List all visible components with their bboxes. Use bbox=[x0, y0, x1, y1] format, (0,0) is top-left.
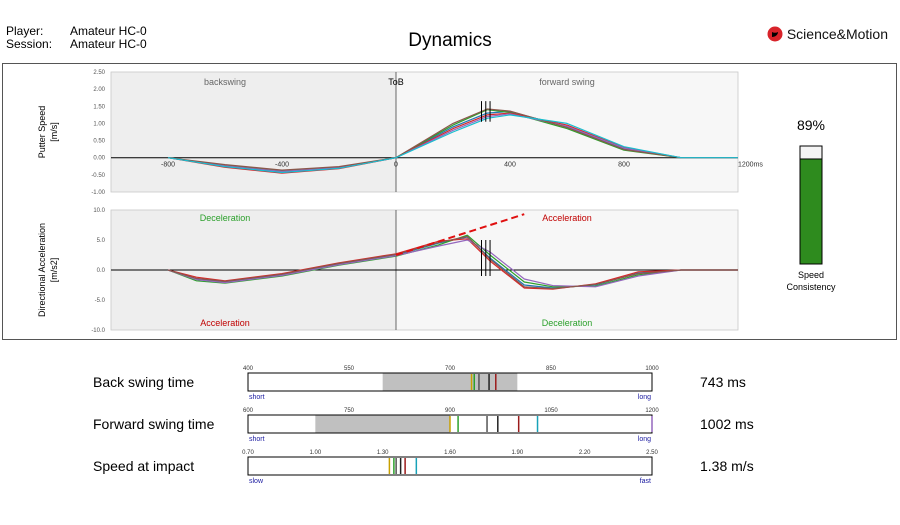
tob-label: ToB bbox=[388, 77, 404, 87]
brand-logo: Science&Motion bbox=[767, 26, 888, 42]
series-line bbox=[167, 235, 738, 290]
y-axis-label-line1: Putter Speed bbox=[37, 106, 47, 159]
series-line bbox=[167, 239, 738, 288]
y-tick-label: -5.0 bbox=[95, 298, 106, 304]
bar-tick-label: 1000 bbox=[645, 366, 659, 372]
x-tick-label: 0 bbox=[394, 162, 398, 169]
bar-tick-label: 900 bbox=[445, 408, 456, 414]
x-tick-label: 800 bbox=[618, 162, 630, 169]
y-tick-label: 2.50 bbox=[93, 70, 105, 76]
backswing-area bbox=[111, 72, 396, 192]
x-tick-label: -400 bbox=[275, 162, 289, 169]
y-tick-label: 1.50 bbox=[93, 104, 105, 110]
acceleration-label: Acceleration bbox=[542, 213, 592, 223]
metric-label: Back swing time bbox=[93, 374, 194, 390]
bar-min-label: short bbox=[249, 436, 265, 443]
consistency-gauge-fill bbox=[799, 158, 823, 265]
bar-tick-label: 1.00 bbox=[309, 450, 321, 456]
swing-metrics: Back swing time 743 ms 400 550 700 850 1000 sho… bbox=[0, 360, 900, 490]
session-label: Session: bbox=[6, 37, 53, 51]
series-line bbox=[167, 108, 738, 171]
y-axis-label-line1: Directional Acceleration bbox=[37, 223, 47, 317]
dynamics-charts: 2.502.001.501.000.500.00-0.50-1.00Putter… bbox=[37, 70, 836, 334]
bar-tick-label: 600 bbox=[243, 408, 254, 414]
bar-tick-label: 1.90 bbox=[511, 450, 523, 456]
bar-tick-label: 1200 bbox=[645, 408, 659, 414]
x-tick-label: 1200ms bbox=[738, 162, 763, 169]
deceleration-label: Deceleration bbox=[542, 318, 593, 328]
bar-tick-label: 1.30 bbox=[377, 450, 389, 456]
bar-max-label: long bbox=[638, 394, 651, 401]
bar-tick-label: 700 bbox=[445, 366, 456, 372]
bar-tick-label: 2.50 bbox=[646, 450, 658, 456]
y-axis-label-line2: [m/s2] bbox=[49, 258, 59, 283]
forward-swing-label: forward swing bbox=[539, 77, 595, 87]
consistency-value: 89% bbox=[797, 117, 825, 133]
bar-tick-label: 1050 bbox=[544, 408, 558, 414]
target-range bbox=[382, 373, 518, 391]
bar-tick-label: 750 bbox=[344, 408, 355, 414]
brand-text: Science&Motion bbox=[786, 26, 888, 42]
acceleration-trend-line bbox=[395, 213, 525, 256]
dynamics-panel: 2.50 2.00 1.50 1.00 0.50 0.00 -0.50 -1.00 Putter… bbox=[2, 63, 897, 340]
bar-tick-label: 400 bbox=[243, 366, 254, 372]
metric-value: 1002 ms bbox=[700, 416, 754, 432]
player-label: Player: bbox=[6, 24, 44, 38]
backswing-label: backswing bbox=[204, 77, 246, 87]
y-tick-label: 0.0 bbox=[97, 268, 106, 274]
bar-max-label: long bbox=[638, 436, 651, 443]
metric-bar bbox=[247, 456, 653, 476]
deceleration-label: Deceleration bbox=[200, 213, 251, 223]
swing-metrics-svg: Back swing time 743 ms 400 550 700 850 1000 sho… bbox=[93, 366, 754, 485]
y-tick-label: -10.0 bbox=[91, 328, 105, 334]
y-axis-label: Putter Speed [m/s] bbox=[37, 106, 59, 159]
y-tick-label: 5.0 bbox=[97, 238, 106, 244]
bar-tick-label: 1.60 bbox=[444, 450, 456, 456]
player-value: Amateur HC-0 bbox=[70, 24, 147, 38]
metric-value: 743 ms bbox=[700, 374, 746, 390]
bar-max-label: fast bbox=[640, 478, 651, 485]
x-tick-label: 400 bbox=[504, 162, 516, 169]
target-range bbox=[315, 415, 450, 433]
bar-tick-label: 850 bbox=[546, 366, 557, 372]
y-tick-label: 0.00 bbox=[93, 156, 105, 162]
acceleration-label: Acceleration bbox=[200, 318, 250, 328]
session-value: Amateur HC-0 bbox=[70, 37, 147, 51]
consistency-label-line2: Consistency bbox=[786, 282, 836, 292]
bar-min-label: short bbox=[249, 394, 265, 401]
metric-label: Forward swing time bbox=[93, 416, 215, 432]
y-tick-label: 10.0 bbox=[93, 208, 105, 214]
y-tick-label: -1.00 bbox=[91, 190, 105, 196]
bar-tick-label: 550 bbox=[344, 366, 355, 372]
series-line bbox=[167, 114, 738, 174]
consistency-label-line1: Speed bbox=[798, 270, 824, 280]
brand-mark-icon bbox=[767, 26, 783, 42]
bar-tick-label: 0.70 bbox=[242, 450, 254, 456]
bar-tick-label: 2.20 bbox=[579, 450, 591, 456]
metric-label: Speed at impact bbox=[93, 458, 194, 474]
y-axis-label-line2: [m/s] bbox=[49, 122, 59, 142]
series-line bbox=[167, 113, 738, 173]
bar-min-label: slow bbox=[249, 478, 264, 485]
x-tick-label: -800 bbox=[161, 162, 175, 169]
y-tick-label: 1.00 bbox=[93, 121, 105, 127]
y-axis-label: Directional Acceleration [m/s2] bbox=[37, 223, 59, 317]
plot-frame bbox=[110, 71, 739, 193]
y-tick-label: -0.50 bbox=[91, 173, 105, 179]
y-tick-label: 0.50 bbox=[93, 139, 105, 145]
metric-value: 1.38 m/s bbox=[700, 458, 754, 474]
y-tick-label: 2.00 bbox=[93, 87, 105, 93]
page-title: Dynamics bbox=[408, 30, 492, 51]
